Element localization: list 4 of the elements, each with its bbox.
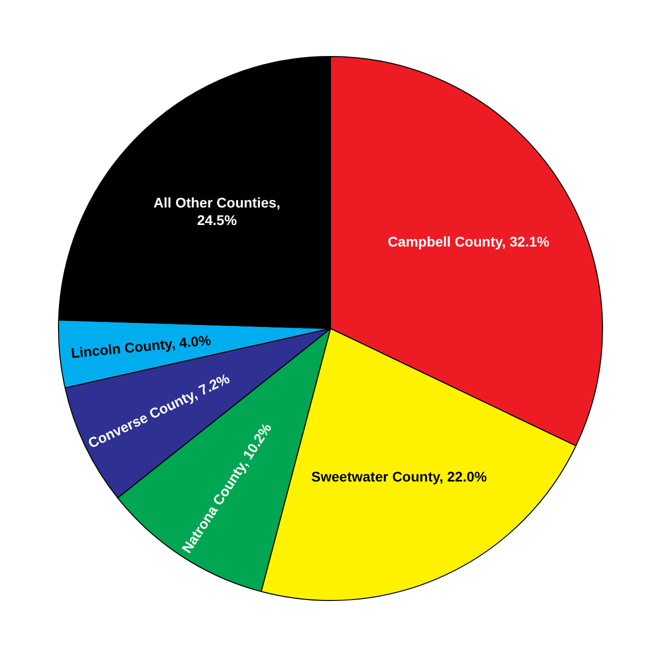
slice-label: Sweetwater County, 22.0% bbox=[311, 468, 488, 485]
slice-label: Campbell County, 32.1% bbox=[388, 233, 550, 250]
slice-label: All Other Counties, 24.5% bbox=[154, 194, 280, 228]
slice-label: Lincoln County, 4.0% bbox=[70, 332, 212, 361]
